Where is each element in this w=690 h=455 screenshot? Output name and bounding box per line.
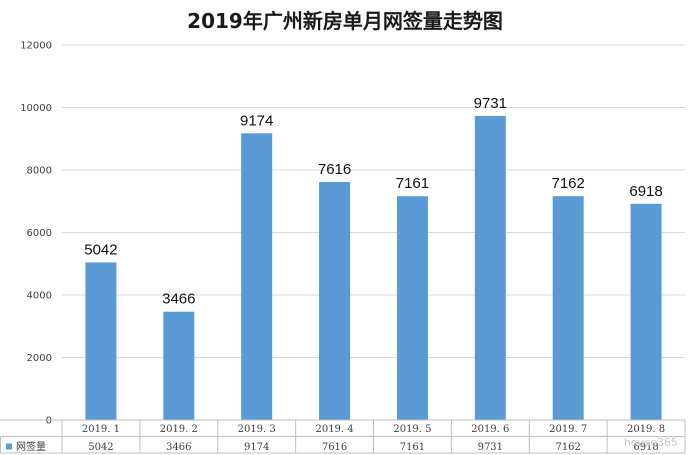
x-category-label: 2019. 6 (471, 424, 509, 435)
y-tick-label: 6000 (27, 228, 52, 239)
table-value: 7161 (400, 442, 425, 453)
data-label: 3466 (162, 291, 195, 308)
data-label: 5042 (84, 241, 117, 258)
table-value: 9174 (244, 442, 269, 453)
x-category-label: 2019. 4 (315, 424, 353, 435)
table-value: 9731 (478, 442, 503, 453)
data-label: 9174 (240, 112, 273, 129)
bar (474, 115, 506, 420)
table-value: 7162 (555, 442, 580, 453)
watermark: house365 (624, 436, 678, 449)
x-category-label: 2019. 5 (393, 424, 431, 435)
bar-series: 5042 3466 9174 7616 7161 9731 7162 6918 (84, 95, 663, 420)
data-label: 6918 (629, 183, 662, 200)
y-tick-label: 12000 (20, 41, 52, 52)
x-category-label: 2019. 3 (238, 424, 276, 435)
bar (396, 196, 428, 420)
table-value: 7616 (322, 442, 347, 453)
data-label: 7161 (396, 175, 429, 192)
bar (630, 203, 662, 420)
data-table: 网签量 2019. 1 5042 2019. 2 3466 2019. 3 9174 2019… (0, 419, 686, 454)
data-label: 9731 (474, 95, 507, 112)
y-tick-label: 10000 (20, 103, 52, 114)
bar (85, 262, 117, 420)
grid-lines (62, 44, 685, 421)
bar (163, 311, 195, 420)
table-value: 3466 (166, 442, 191, 453)
x-category-label: 2019. 8 (627, 424, 665, 435)
legend-series-name: 网签量 (16, 440, 46, 453)
data-label: 7162 (552, 175, 585, 192)
bar (319, 182, 351, 420)
legend-swatch (6, 443, 12, 450)
y-tick-label: 8000 (27, 166, 52, 177)
y-axis: 0 2000 4000 6000 8000 10000 12000 (20, 41, 52, 427)
x-category-label: 2019. 2 (160, 424, 198, 435)
bar (241, 133, 273, 420)
bar (552, 196, 584, 420)
y-tick-label: 2000 (27, 353, 52, 364)
table-value: 5042 (88, 442, 113, 453)
table-value: 6918 (633, 442, 658, 453)
y-tick-label: 4000 (27, 291, 52, 302)
chart-title: 2019年广州新房单月网签量走势图 (187, 9, 503, 33)
y-tick-label: 0 (46, 416, 52, 427)
data-label: 7616 (318, 161, 351, 178)
x-category-label: 2019. 1 (82, 424, 120, 435)
x-category-label: 2019. 7 (549, 424, 587, 435)
